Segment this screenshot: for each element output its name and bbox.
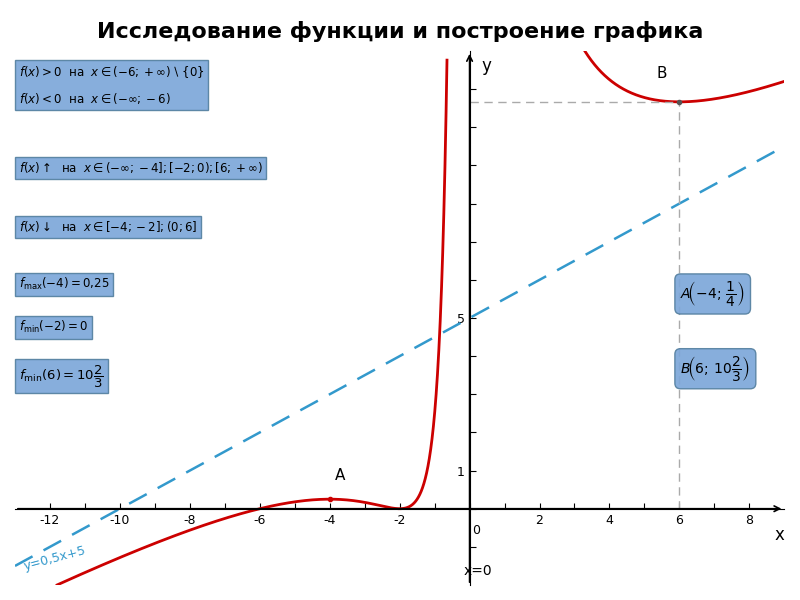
Text: $A\!\left(-4;\,\dfrac{1}{4}\right)$: $A\!\left(-4;\,\dfrac{1}{4}\right)$	[681, 280, 745, 308]
Text: B: B	[657, 66, 667, 81]
Text: $B\!\left(6;\,10\dfrac{2}{3}\right)$: $B\!\left(6;\,10\dfrac{2}{3}\right)$	[681, 354, 750, 383]
Text: y=0,5x+5: y=0,5x+5	[22, 544, 87, 573]
Text: Исследование функции и построение графика: Исследование функции и построение график…	[97, 21, 703, 42]
Text: x: x	[774, 526, 784, 544]
Text: x=0: x=0	[464, 565, 493, 578]
Text: y: y	[482, 57, 492, 75]
Text: $f(x)\downarrow$  на  $x\in[-4;-2];(0;6]$: $f(x)\downarrow$ на $x\in[-4;-2];(0;6]$	[19, 219, 198, 234]
Text: $f(x)\uparrow$  на  $x\in(-\infty;-4];[-2;0);[6;+\infty)$: $f(x)\uparrow$ на $x\in(-\infty;-4];[-2;…	[19, 160, 263, 175]
Text: 0: 0	[473, 524, 481, 537]
Text: $f_{\mathrm{max}}(-4)=0{,}25$: $f_{\mathrm{max}}(-4)=0{,}25$	[19, 277, 110, 292]
Text: $f_{\mathrm{min}}(6)=10\dfrac{2}{3}$: $f_{\mathrm{min}}(6)=10\dfrac{2}{3}$	[19, 364, 104, 389]
Text: $f(x)>0$  на  $x\in(-6;+\infty)\setminus\{0\}$
$f(x)<0$  на  $x\in(-\infty;-6)$: $f(x)>0$ на $x\in(-6;+\infty)\setminus\{…	[19, 64, 205, 106]
Text: $f_{\mathrm{min}}(-2)=0$: $f_{\mathrm{min}}(-2)=0$	[19, 319, 88, 335]
Text: A: A	[335, 468, 346, 483]
